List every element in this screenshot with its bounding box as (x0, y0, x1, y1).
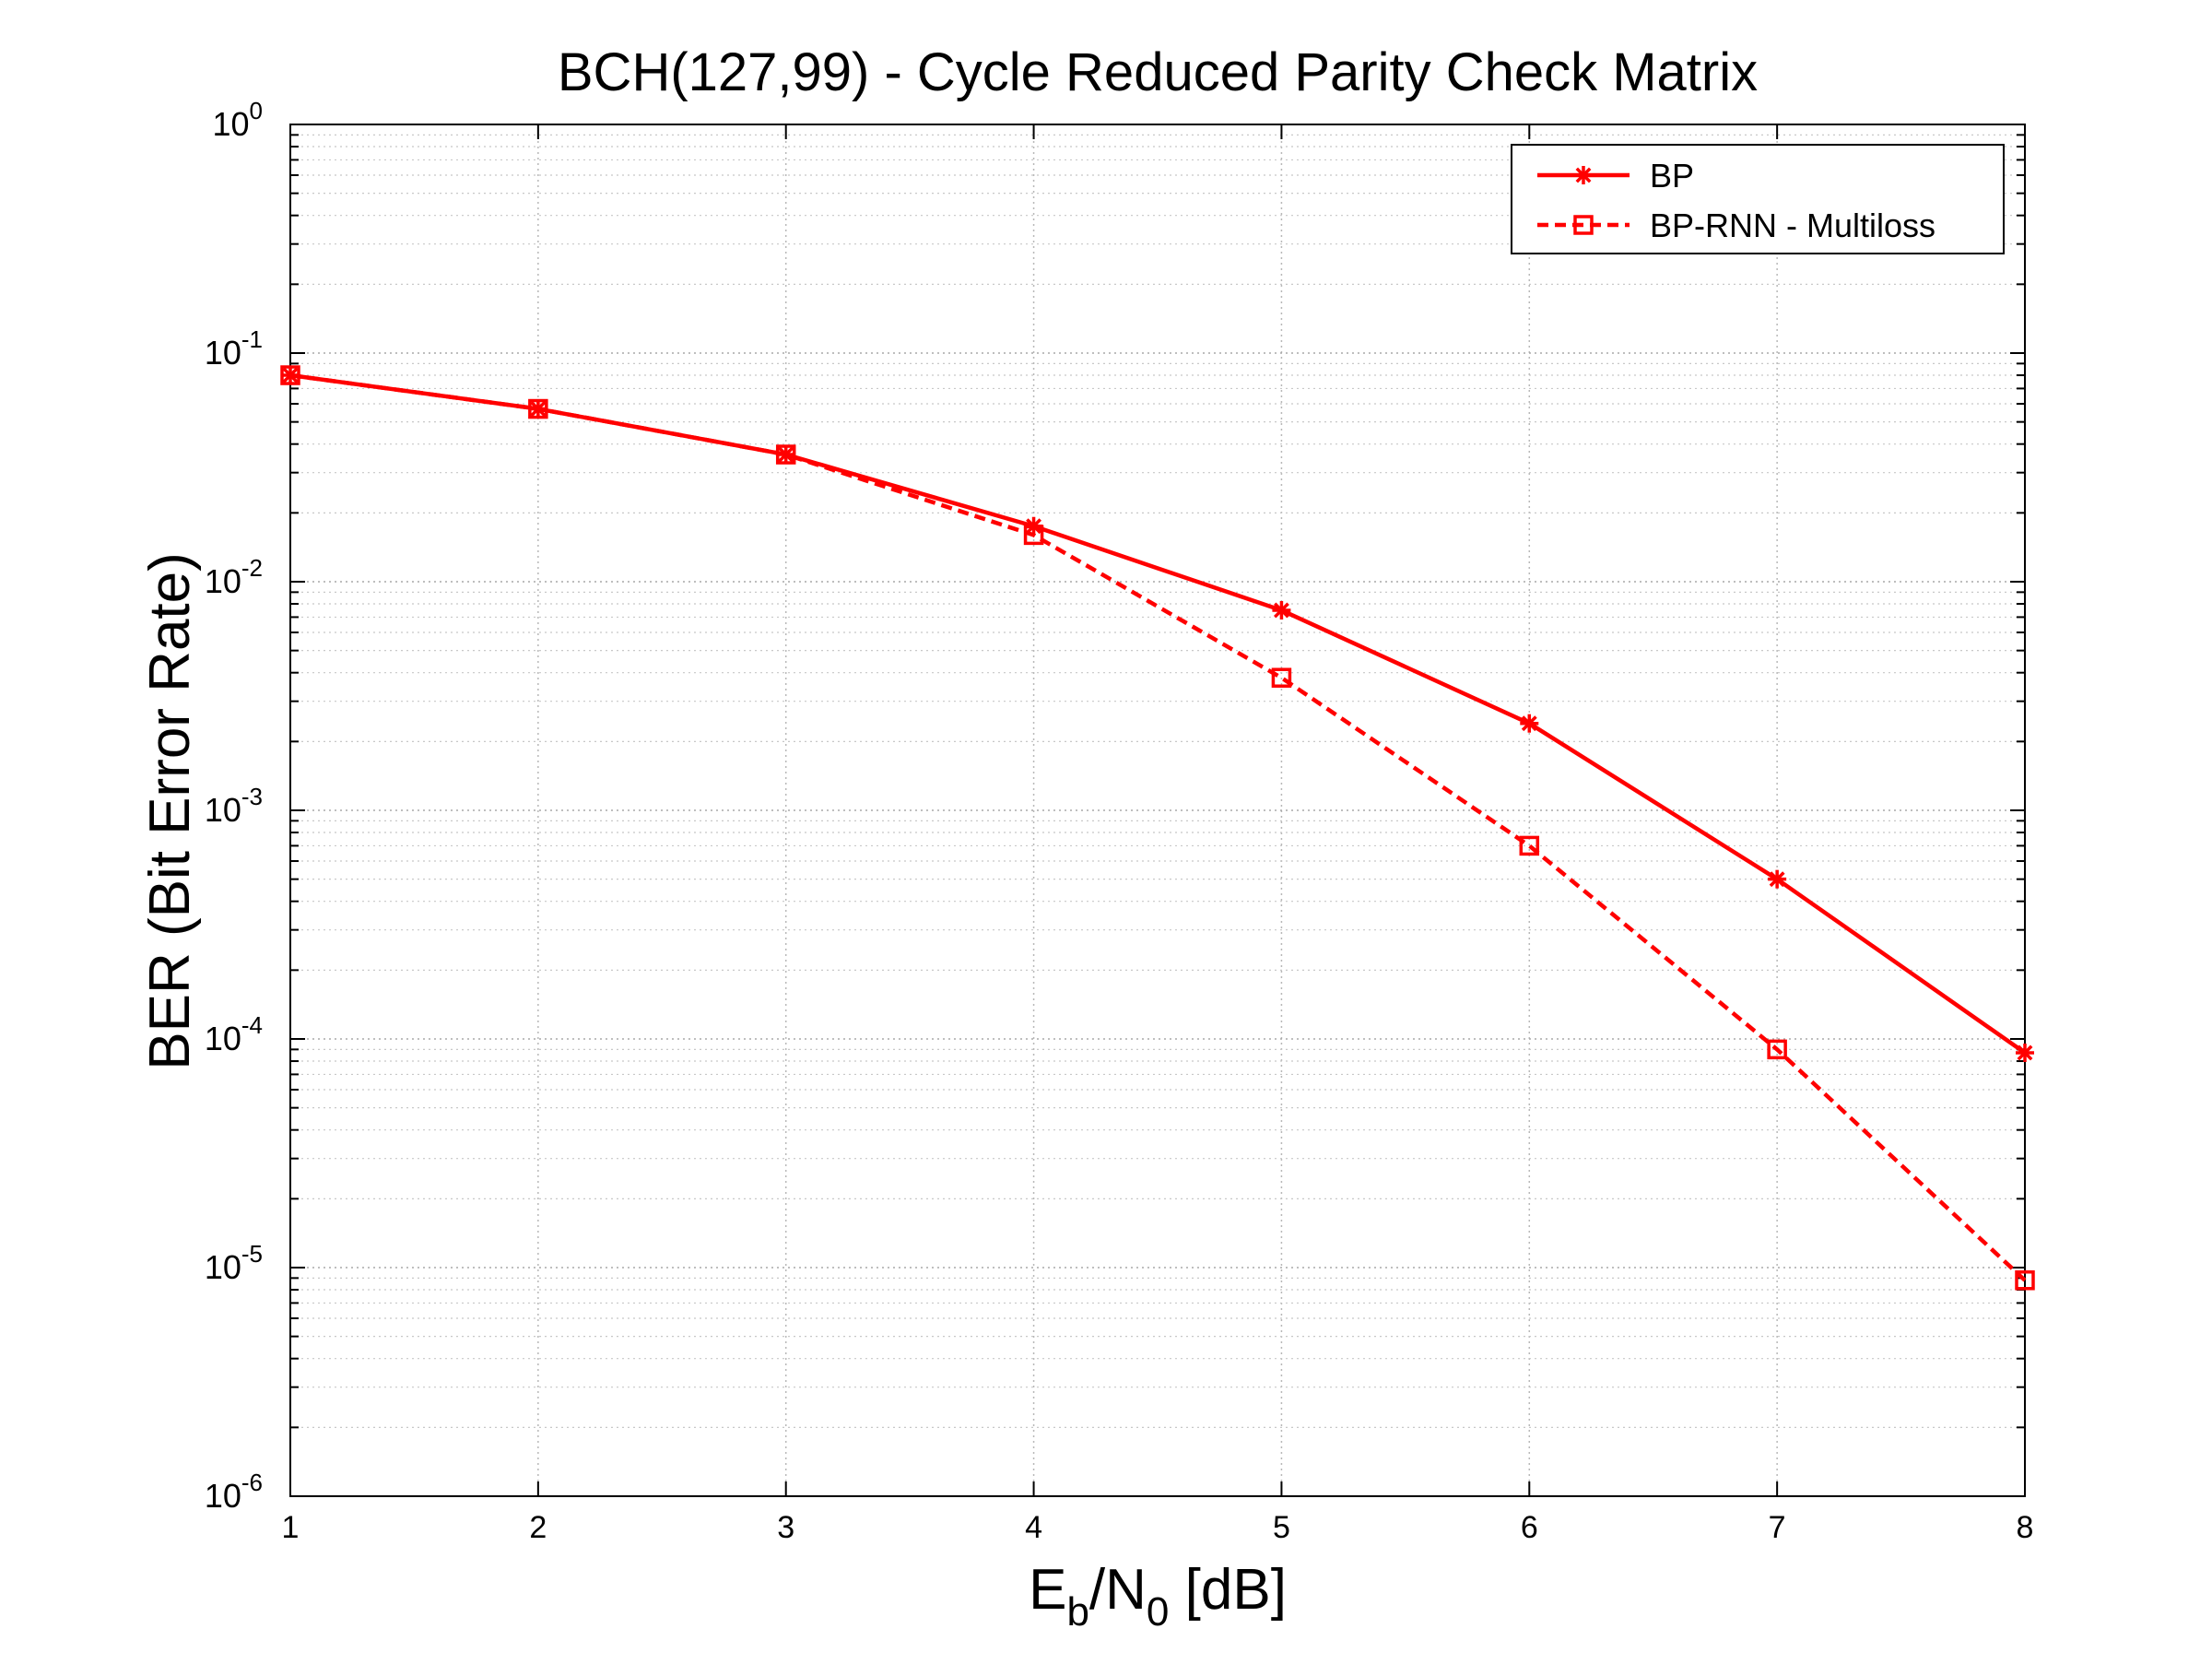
ticks (289, 124, 2026, 1497)
x-axis-label: Eb/N0 [dB] (1029, 1558, 1287, 1634)
y-tick-label-exponent: -4 (241, 1011, 263, 1039)
y-tick-label-exponent: -2 (241, 554, 263, 582)
y-tick-label: 10-1 (205, 325, 263, 372)
x-tick-label: 8 (2017, 1510, 2034, 1545)
y-tick-label-base: 10 (205, 791, 241, 829)
data-point-bp (1520, 714, 1539, 733)
series-line-bp-rnn-multiloss (289, 372, 2027, 1282)
legend-swatch-marker (1573, 215, 1594, 235)
data-point-bp (1272, 600, 1291, 620)
data-point-bp-rnn-multiloss (1767, 1039, 1787, 1060)
grid (290, 124, 2025, 1496)
data-point-bp (1024, 516, 1043, 536)
y-tick-label-exponent: -1 (241, 325, 263, 353)
data-point-bp (1768, 869, 1787, 889)
legend-swatch-marker (1574, 166, 1593, 184)
data-point-bp-rnn-multiloss (1271, 667, 1292, 688)
data-point-bp-rnn-multiloss (2015, 1270, 2035, 1291)
y-tick-label-base: 10 (205, 1020, 241, 1057)
x-tick-label: 3 (777, 1510, 794, 1545)
data-point-bp (281, 366, 300, 385)
legend-entry-bp: BP (1537, 157, 1694, 195)
legend-entry-bp-rnn-multiloss: BP-RNN - Multiloss (1537, 207, 1936, 244)
y-axis-label: BER (Bit Error Rate) (138, 552, 202, 1070)
legend-box (1511, 144, 2005, 254)
x-axis-label-sub1: b (1066, 1589, 1088, 1634)
x-axis-label-tail: [dB] (1169, 1558, 1287, 1622)
legend: BP BP-RNN - Multiloss (1511, 144, 2005, 254)
data-point-bp (528, 399, 547, 419)
x-tick-label: 2 (529, 1510, 547, 1545)
x-tick-label: 5 (1273, 1510, 1290, 1545)
x-tick-label: 6 (1521, 1510, 1538, 1545)
y-tick-label-base: 10 (205, 1248, 241, 1286)
y-tick-label-exponent: 0 (250, 97, 263, 124)
y-tick-label: 10-3 (205, 783, 263, 829)
y-tick-label-exponent: -6 (241, 1469, 263, 1496)
y-tick-label: 10-4 (205, 1011, 263, 1057)
series-bp (281, 366, 2034, 1062)
x-tick-label: 4 (1025, 1510, 1042, 1545)
y-tick-label: 10-6 (205, 1469, 263, 1515)
legend-items: BP BP-RNN - Multiloss (1537, 157, 1936, 244)
y-tick-label: 100 (212, 97, 263, 143)
x-tick-label: 1 (282, 1510, 300, 1545)
y-tick-label: 10-2 (205, 554, 263, 600)
x-axis-label-sub2: 0 (1147, 1589, 1169, 1634)
y-tick-label-base: 10 (212, 105, 249, 143)
y-tick-label-base: 10 (205, 1477, 241, 1515)
x-axis-label-mid: /N (1089, 1558, 1147, 1622)
series-line-bp (289, 372, 2027, 1055)
y-tick-label-base: 10 (205, 562, 241, 600)
legend-label: BP-RNN - Multiloss (1650, 207, 1936, 244)
chart-title: BCH(127,99) - Cycle Reduced Parity Check… (558, 42, 1758, 102)
axes-frame (289, 124, 2026, 1497)
legend-label: BP (1650, 157, 1694, 195)
y-tick-label-exponent: -5 (241, 1240, 263, 1268)
y-tick-label-base: 10 (205, 334, 241, 372)
y-tick-label: 10-5 (205, 1240, 263, 1286)
x-tick-label: 7 (1769, 1510, 1786, 1545)
x-axis-label-main: E (1029, 1558, 1066, 1622)
series (280, 365, 2035, 1291)
data-point-bp-rnn-multiloss (1519, 835, 1540, 856)
data-point-bp (776, 445, 795, 465)
y-tick-label-exponent: -3 (241, 783, 263, 810)
data-point-bp (2016, 1043, 2034, 1062)
